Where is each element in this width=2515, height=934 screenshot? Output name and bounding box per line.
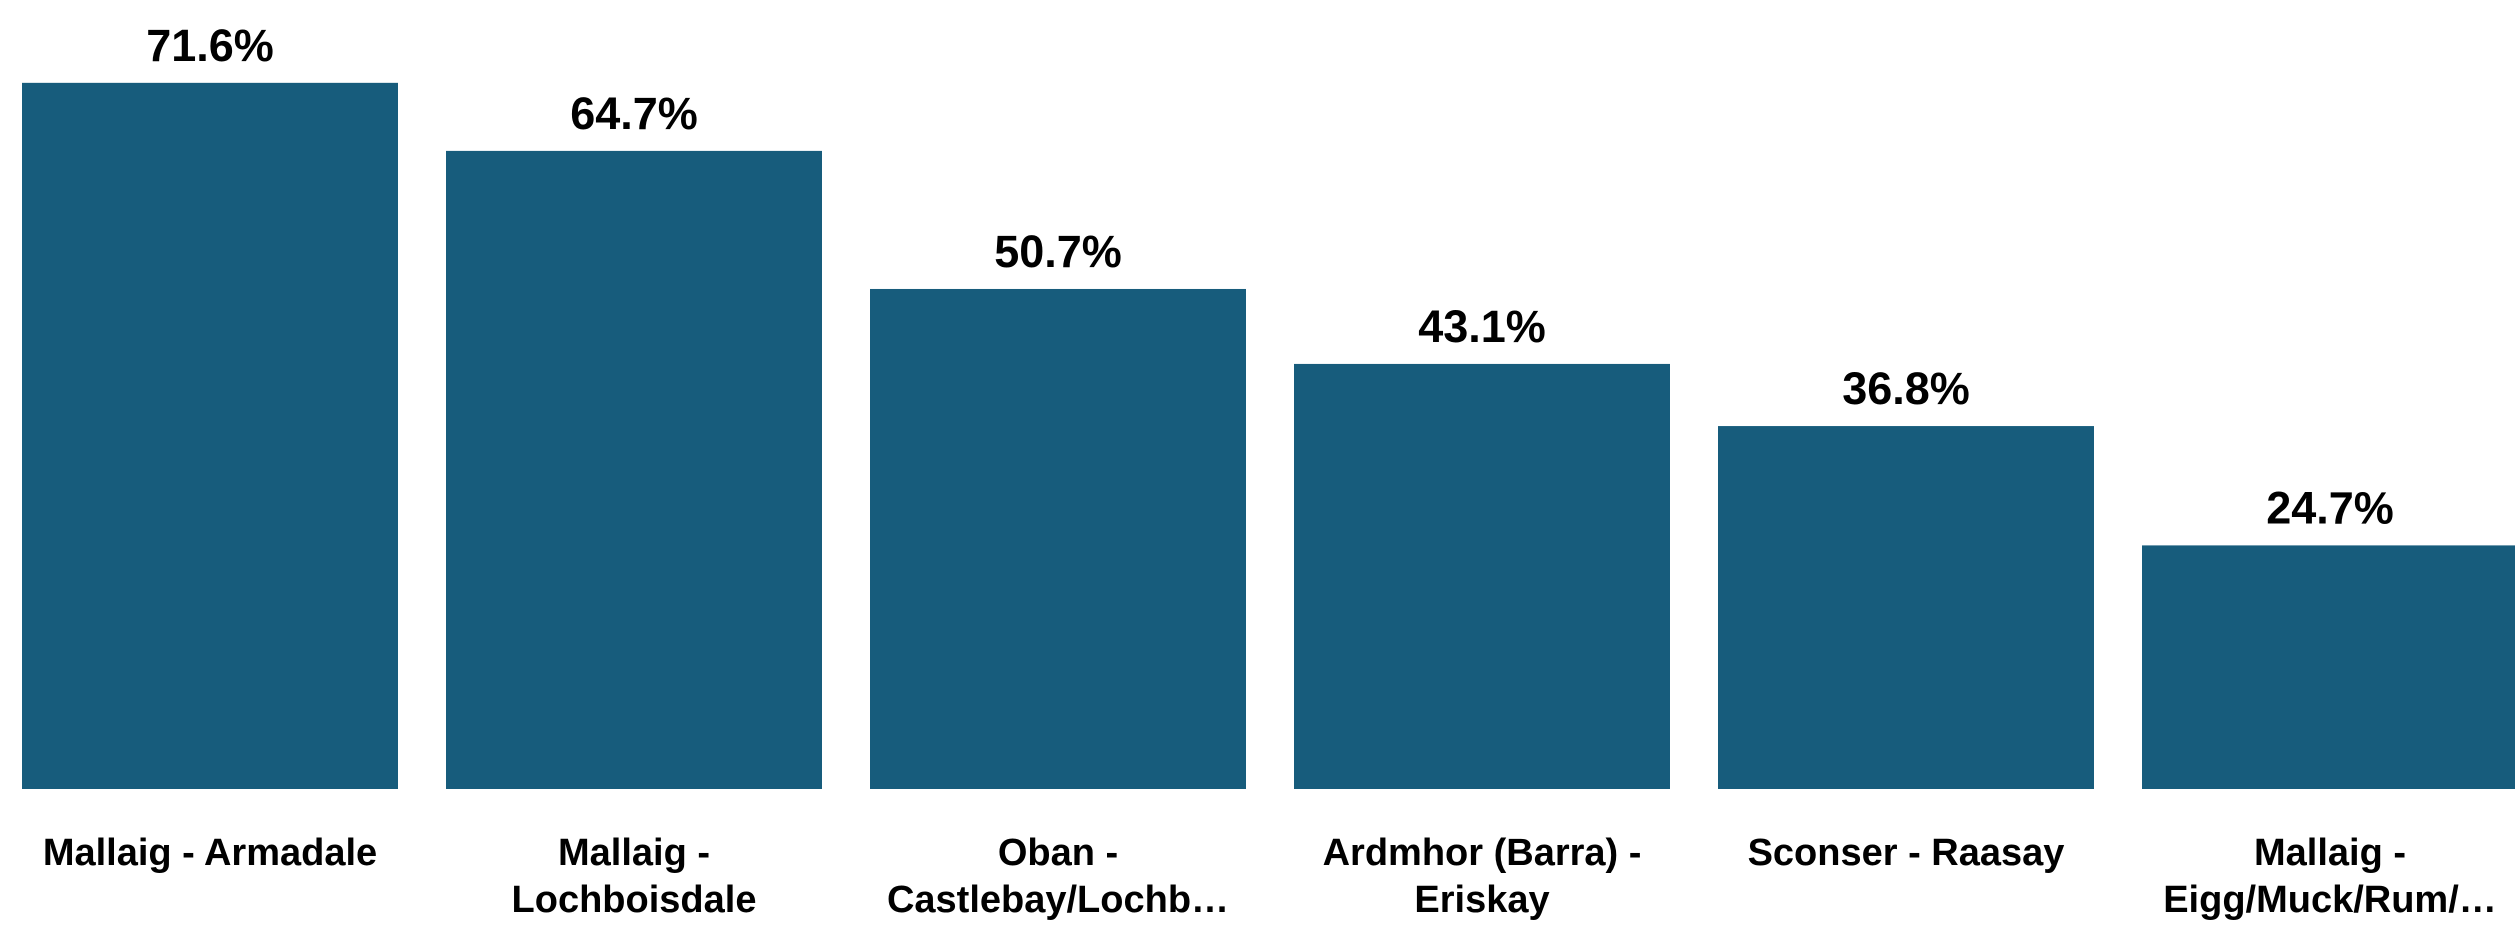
x-tick-label: Mallaig - Eigg/Muck/Rum/… xyxy=(2163,832,2497,921)
bar xyxy=(2142,545,2515,789)
value-label: 64.7% xyxy=(570,88,698,139)
x-tick-label: Mallaig - Lochboisdale xyxy=(511,832,757,921)
bar xyxy=(1718,426,2094,789)
x-tick-label: Sconser - Raasay xyxy=(1747,832,2065,874)
x-tick-label: Ardmhor (Barra) - Eriskay xyxy=(1322,832,1642,921)
bar xyxy=(870,288,1246,789)
bar xyxy=(1294,363,1670,789)
value-label: 36.8% xyxy=(1842,363,1970,414)
value-label: 71.6% xyxy=(146,20,274,71)
bar xyxy=(446,150,822,790)
value-label: 24.7% xyxy=(2266,482,2394,533)
x-tick-label: Mallaig - Armadale xyxy=(42,832,378,874)
x-tick-label: Oban - Castlebay/Lochb… xyxy=(886,832,1230,921)
value-label: 50.7% xyxy=(994,226,1122,277)
value-label: 43.1% xyxy=(1418,301,1546,352)
bar xyxy=(22,82,398,790)
